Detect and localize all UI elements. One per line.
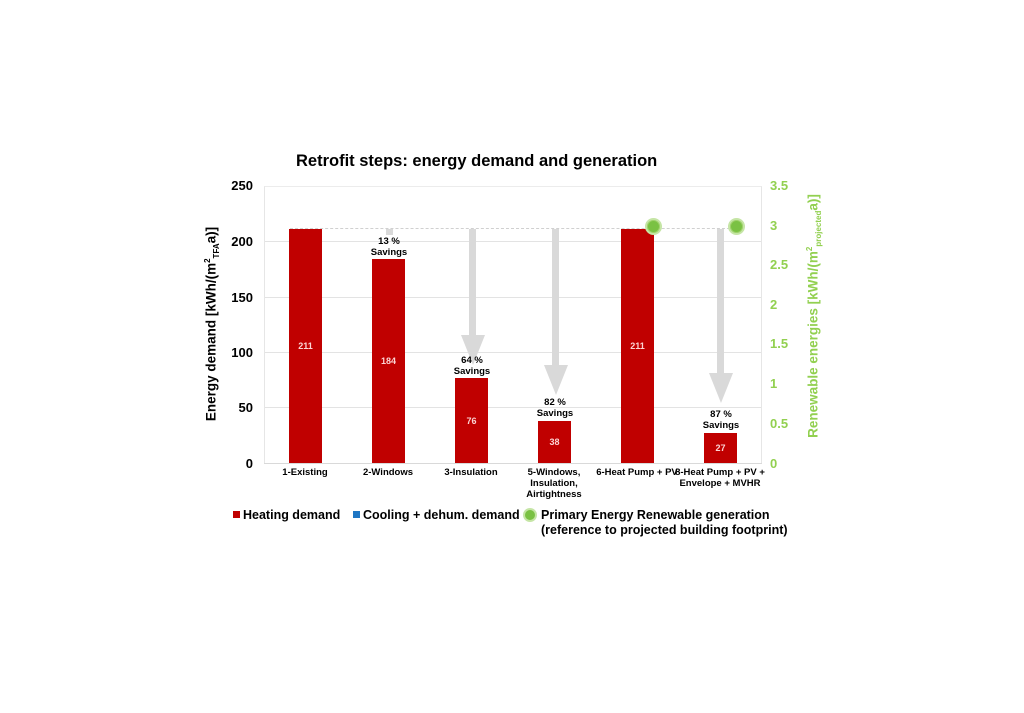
savings-arrow-head (709, 373, 733, 403)
savings-arrow-shaft (552, 229, 559, 365)
renewable-marker[interactable] (645, 218, 662, 235)
savings-arrow-head (544, 365, 568, 395)
savings-arrow-shaft (469, 229, 476, 335)
bar-value-label: 76 (466, 416, 477, 426)
renewable-marker-icon (523, 508, 537, 522)
savings-arrow-shaft (717, 229, 724, 373)
bar-heating-existing[interactable] (289, 229, 322, 463)
bar-value-label: 184 (380, 356, 397, 366)
gridline-50 (264, 407, 762, 408)
y2-tick: 2 (770, 297, 778, 312)
bar-heating-windows-insulation-airtightness[interactable] (538, 421, 571, 463)
y2-tick: 1.5 (770, 336, 789, 351)
gridline-200 (264, 241, 762, 242)
y-tick: 200 (231, 234, 253, 249)
x-tick-label: 3-Insulation (444, 467, 498, 478)
y2-axis-title: Renewable energies [kWh/(m2projecteda)] (804, 194, 824, 438)
savings-annotation: 64 % Savings (453, 355, 491, 377)
y-tick: 100 (231, 345, 253, 360)
bar-heating-heat-pump-pv-envelope-mvhr[interactable] (704, 433, 737, 463)
y-tick: 50 (238, 400, 253, 415)
y-tick: 250 (231, 178, 253, 193)
y2-tick: 3 (770, 218, 778, 233)
reference-line (290, 228, 740, 229)
savings-annotation: 87 % Savings (702, 409, 740, 431)
x-tick-label: 6-Heat Pump + PV (596, 467, 678, 478)
plot-area (264, 186, 762, 463)
bar-heating-insulation[interactable] (455, 378, 488, 463)
x-tick-label: 2-Windows (362, 467, 414, 478)
y2-tick: 2.5 (770, 257, 789, 272)
gridline-150 (264, 297, 762, 298)
x-tick-label: 8-Heat Pump + PV + Envelope + MVHR (675, 467, 765, 489)
bar-heating-heat-pump-pv[interactable] (621, 229, 654, 463)
y2-tick: 0 (770, 456, 778, 471)
bar-value-label: 27 (715, 443, 726, 453)
bar-value-label: 211 (630, 341, 645, 351)
bar-value-label: 211 (298, 341, 313, 351)
savings-arrow-head (461, 335, 485, 365)
x-axis-line (264, 463, 762, 464)
y2-tick: 0.5 (770, 416, 789, 431)
y2-tick: 1 (770, 376, 778, 391)
legend-item-cooling[interactable]: Cooling + dehum. demand (353, 508, 520, 523)
gridline-100 (264, 352, 762, 353)
savings-annotation: 13 % Savings (370, 236, 408, 258)
y-tick: 150 (231, 290, 253, 305)
cooling-swatch-icon (353, 511, 360, 518)
y-axis-title: Energy demand [kWh/(m2TFAa)] (202, 226, 222, 422)
x-tick-label: 5-Windows, Insulation, Airtightness (526, 467, 582, 500)
bar-value-label: 38 (549, 437, 560, 447)
heating-swatch-icon (233, 511, 240, 518)
legend-item-heating[interactable]: Heating demand (233, 508, 340, 523)
legend-item-renewable[interactable]: Primary Energy Renewable generation (refe… (541, 508, 788, 537)
chart-title: Retrofit steps: energy demand and genera… (296, 152, 658, 170)
y-tick: 0 (245, 456, 253, 471)
savings-annotation: 82 % Savings (536, 397, 574, 419)
savings-arrow-shaft (386, 229, 393, 235)
bar-heating-windows[interactable] (372, 259, 405, 463)
x-tick-label: 1-Existing (282, 467, 328, 478)
y2-tick: 3.5 (770, 178, 789, 193)
renewable-marker[interactable] (728, 218, 745, 235)
